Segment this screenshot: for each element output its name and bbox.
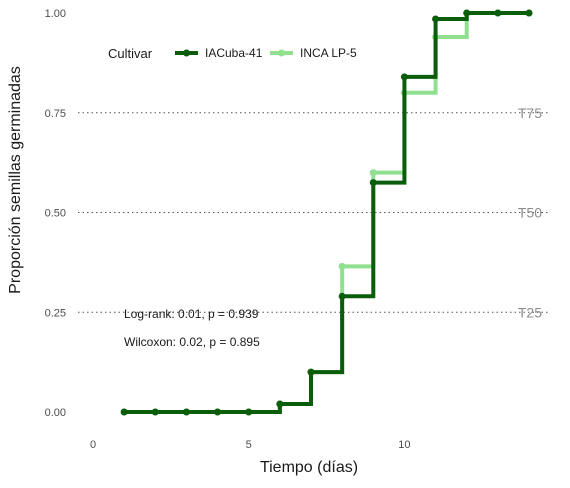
legend-entry-label: INCA LP-5	[300, 46, 357, 60]
reference-label-t75: T75	[518, 105, 542, 121]
data-point-iacuba-41	[307, 368, 315, 376]
data-point-iacuba-41	[463, 9, 471, 17]
data-point-iacuba-41	[214, 408, 222, 416]
legend-key-point	[183, 49, 190, 57]
legend-key-point	[278, 49, 285, 57]
log-rank-annotation: Log-rank: 0.01, p = 0.939	[124, 307, 259, 321]
data-point-inca-lp-5	[369, 169, 377, 177]
reference-label-t25: T25	[518, 304, 542, 320]
axes: 0 5 10 0.00 0.25 0.50 0.75 1.00	[45, 8, 411, 451]
y-tick-label: 1.00	[45, 8, 66, 20]
y-tick-label: 0.75	[45, 108, 66, 120]
legend: Cultivar IACuba-41 INCA LP-5	[108, 46, 357, 61]
data-point-iacuba-41	[400, 73, 408, 81]
x-tick-label: 0	[90, 439, 96, 451]
data-point-iacuba-41	[432, 15, 440, 23]
series-layer	[120, 9, 533, 416]
data-point-iacuba-41	[369, 179, 377, 187]
y-tick-label: 0.25	[45, 307, 66, 319]
data-point-iacuba-41	[182, 408, 190, 416]
data-point-iacuba-41	[494, 9, 502, 17]
x-tick-label: 5	[246, 439, 252, 451]
y-tick-label: 0.00	[45, 407, 66, 419]
y-axis-title: Proporción semillas germinadas	[7, 66, 24, 294]
data-point-iacuba-41	[120, 408, 128, 416]
data-point-inca-lp-5	[338, 262, 346, 270]
data-point-iacuba-41	[276, 400, 284, 408]
legend-title: Cultivar	[108, 46, 153, 61]
y-tick-label: 0.50	[45, 208, 66, 220]
wilcoxon-annotation: Wilcoxon: 0.02, p = 0.895	[124, 335, 260, 349]
data-point-iacuba-41	[151, 408, 159, 416]
reference-lines: T25 T50 T75	[78, 105, 548, 320]
data-point-iacuba-41	[245, 408, 253, 416]
x-tick-label: 10	[398, 439, 410, 451]
reference-label-t50: T50	[518, 205, 542, 221]
data-point-iacuba-41	[338, 292, 346, 300]
data-point-iacuba-41	[525, 9, 533, 17]
x-axis-title: Tiempo (días)	[260, 459, 358, 476]
legend-entry-label: IACuba-41	[205, 46, 263, 60]
